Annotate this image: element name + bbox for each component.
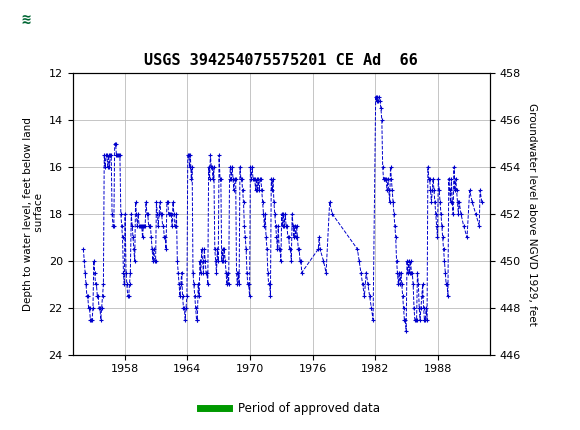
Text: USGS: USGS bbox=[52, 11, 107, 29]
FancyBboxPatch shape bbox=[5, 3, 46, 37]
Title: USGS 394254075575201 CE Ad  66: USGS 394254075575201 CE Ad 66 bbox=[144, 53, 418, 68]
Y-axis label: Groundwater level above NGVD 1929, feet: Groundwater level above NGVD 1929, feet bbox=[527, 102, 536, 326]
Y-axis label: Depth to water level, feet below land
 surface: Depth to water level, feet below land su… bbox=[23, 117, 44, 311]
Legend: Period of approved data: Period of approved data bbox=[195, 397, 385, 420]
Text: ≋: ≋ bbox=[21, 12, 30, 28]
